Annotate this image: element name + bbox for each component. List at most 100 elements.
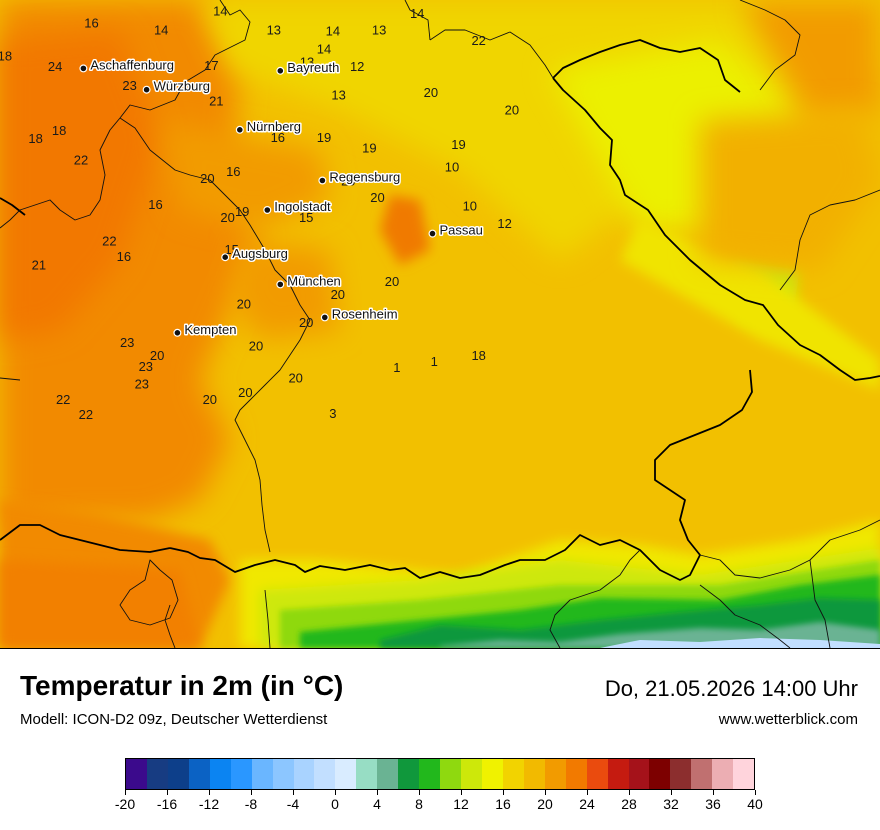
temperature-value: 19 [451,137,465,152]
temperature-value: 18 [0,49,12,64]
legend-tick-mark [755,790,756,795]
legend-tick-mark [419,790,420,795]
legend-swatch [733,759,755,789]
temperature-value: 20 [370,190,384,205]
city-marker: Ingolstadt [263,198,333,216]
city-name: München [287,273,340,288]
legend-tick-mark [629,790,630,795]
temperature-value: 23 [122,78,136,93]
temperature-value: 23 [120,335,134,350]
legend-tick-label: 36 [705,796,721,812]
temperature-value: 16 [117,249,131,264]
legend-swatch [209,759,231,789]
legend-swatch [586,759,608,789]
temperature-value: 20 [249,339,263,354]
temperature-value: 16 [148,197,162,212]
legend-swatch [335,759,357,789]
city-dot [142,85,151,94]
legend-swatch [607,759,629,789]
temperature-value: 13 [372,23,386,38]
legend-swatch [565,759,587,789]
city-dot [79,64,88,73]
legend-tick-label: 40 [747,796,763,812]
temperature-value: 22 [56,392,70,407]
legend-tick-label: 20 [537,796,553,812]
city-name: Bayreuth [287,60,339,75]
website-link[interactable]: www.wetterblick.com [718,711,858,728]
legend-swatch [272,759,294,789]
temperature-value: 20 [341,174,355,189]
city-dot [428,229,437,238]
city-dot [173,328,182,337]
city-marker: Rosenheim [320,305,399,323]
temperature-value: 16 [226,164,240,179]
legend-swatch [146,759,168,789]
temperature-value: 14 [213,4,227,19]
temperature-value: 1 [431,354,438,369]
temperature-value: 10 [445,159,459,174]
temperature-value: 24 [48,59,62,74]
temperature-value: 23 [139,359,153,374]
legend-swatch [523,759,545,789]
legend-tick-mark [587,790,588,795]
region-boundaries [0,0,880,648]
legend-tick-label: 28 [621,796,637,812]
city-marker: Würzburg [142,77,211,95]
city-dot [320,313,329,322]
legend-swatch [712,759,734,789]
temperature-value: 20 [203,392,217,407]
temperature-value: 19 [362,141,376,156]
legend-swatch [377,759,399,789]
city-dot [318,176,327,185]
temperature-value: 22 [102,234,116,249]
legend-tick-label: -16 [156,796,178,812]
temperature-value: 22 [471,33,485,48]
city-name: Augsburg [232,246,288,261]
legend-swatch [544,759,566,789]
city-marker: Augsburg [221,245,289,263]
legend-swatch [167,759,189,789]
temperature-value: 14 [154,23,168,38]
legend-swatch [293,759,315,789]
legend-swatch [691,759,713,789]
legend-tick-mark [545,790,546,795]
legend-tick-mark [209,790,210,795]
temperature-value: 13 [300,54,314,69]
temperature-value: 20 [200,171,214,186]
legend-tick-label: -8 [244,796,258,812]
city-dot [263,206,272,215]
temperature-value: 15 [224,242,238,257]
temperature-value: 20 [331,287,345,302]
temperature-value: 14 [410,6,424,21]
temperature-value: 17 [204,58,218,73]
map-footer: Temperatur in 2m (in °C) Modell: ICON-D2… [0,648,880,830]
city-name: Rosenheim [332,306,398,321]
legend-tick-mark [125,790,126,795]
city-markers: Aschaffenburg Würzburg Bayreuth Nürnberg Reg… [79,56,484,338]
forecast-datetime: Do, 21.05.2026 14:00 Uhr [604,676,858,701]
legend-tick-label: 4 [373,796,381,812]
temperature-value: 20 [237,296,251,311]
city-dot [276,280,285,289]
legend-swatch [440,759,461,789]
temperature-field [0,0,880,648]
legend-swatch [251,759,273,789]
temperature-value: 20 [288,371,302,386]
temperature-value: 20 [238,385,252,400]
temperature-value: 13 [331,87,345,102]
city-marker: Bayreuth [276,58,341,76]
country-borders [0,39,880,581]
city-marker: Aschaffenburg [79,56,176,74]
color-legend [125,758,755,790]
city-name: Passau [440,223,483,238]
temperature-value: 20 [220,210,234,225]
legend-swatch [649,759,671,789]
city-marker: Kempten [173,320,238,338]
legend-ticks: -20 -16 -12 -8 -4 0 4 8 12 16 20 24 28 32 36 40 [115,790,763,820]
temperature-value: 14 [317,41,331,56]
temperature-value: 12 [497,216,511,231]
legend-tick-mark [335,790,336,795]
city-dot [221,253,230,262]
temperature-value: 20 [424,85,438,100]
temperature-value: 22 [74,152,88,167]
